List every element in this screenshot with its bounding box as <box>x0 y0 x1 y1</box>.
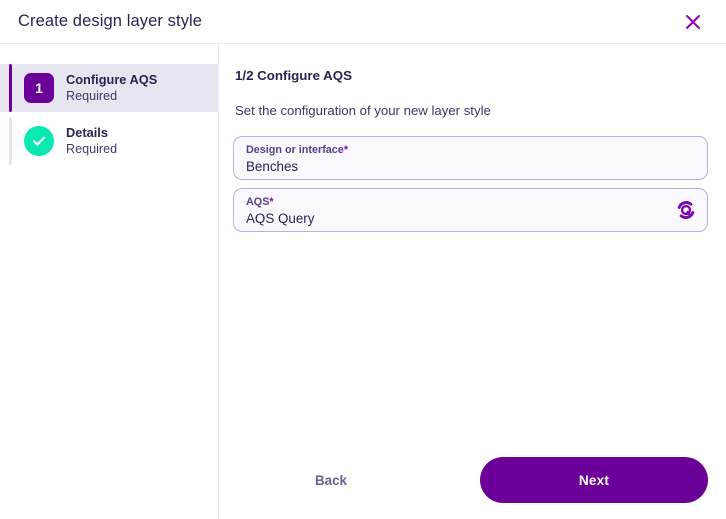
page-title: Create design layer style <box>18 12 203 31</box>
aqs-field[interactable]: AQS* <box>233 188 708 232</box>
design-or-interface-label: Design or interface* <box>246 144 349 157</box>
refresh-query-icon[interactable] <box>674 198 698 222</box>
back-button[interactable]: Back <box>295 463 367 498</box>
design-or-interface-field[interactable]: Design or interface* <box>233 136 708 180</box>
sidebar-step-configure-aqs[interactable]: 1 Configure AQS Required <box>0 64 218 112</box>
section-subtitle: Set the configuration of your new layer … <box>235 103 491 118</box>
step-text-group: Details Required <box>66 124 117 158</box>
main-content: 1/2 Configure AQS Set the configuration … <box>219 44 726 519</box>
section-heading: 1/2 Configure AQS <box>235 68 352 83</box>
check-icon <box>24 126 54 156</box>
next-button[interactable]: Next <box>480 457 708 503</box>
step-text-group: Configure AQS Required <box>66 71 157 105</box>
step-status: Required <box>66 89 118 104</box>
sidebar-step-details[interactable]: Details Required <box>0 117 218 165</box>
dialog-footer: Back Next <box>233 457 708 519</box>
required-asterisk: * <box>269 196 274 209</box>
form-fields: Design or interface* AQS* <box>233 136 708 232</box>
step-sidebar: 1 Configure AQS Required Details Require… <box>0 44 219 519</box>
active-step-accent-bar <box>9 64 12 112</box>
step-label: Configure AQS <box>66 71 158 87</box>
step-status: Required <box>66 142 118 157</box>
inactive-step-accent-bar <box>9 117 12 165</box>
design-or-interface-input[interactable] <box>246 158 667 177</box>
step-number-badge: 1 <box>24 73 54 103</box>
aqs-label: AQS* <box>246 196 274 209</box>
dialog-body: 1 Configure AQS Required Details Require… <box>0 44 726 519</box>
dialog-header: Create design layer style <box>0 0 726 44</box>
aqs-query-input[interactable] <box>246 210 667 229</box>
required-asterisk: * <box>343 144 349 157</box>
close-button[interactable] <box>678 7 708 37</box>
close-icon <box>683 12 703 32</box>
step-label: Details <box>66 124 108 140</box>
